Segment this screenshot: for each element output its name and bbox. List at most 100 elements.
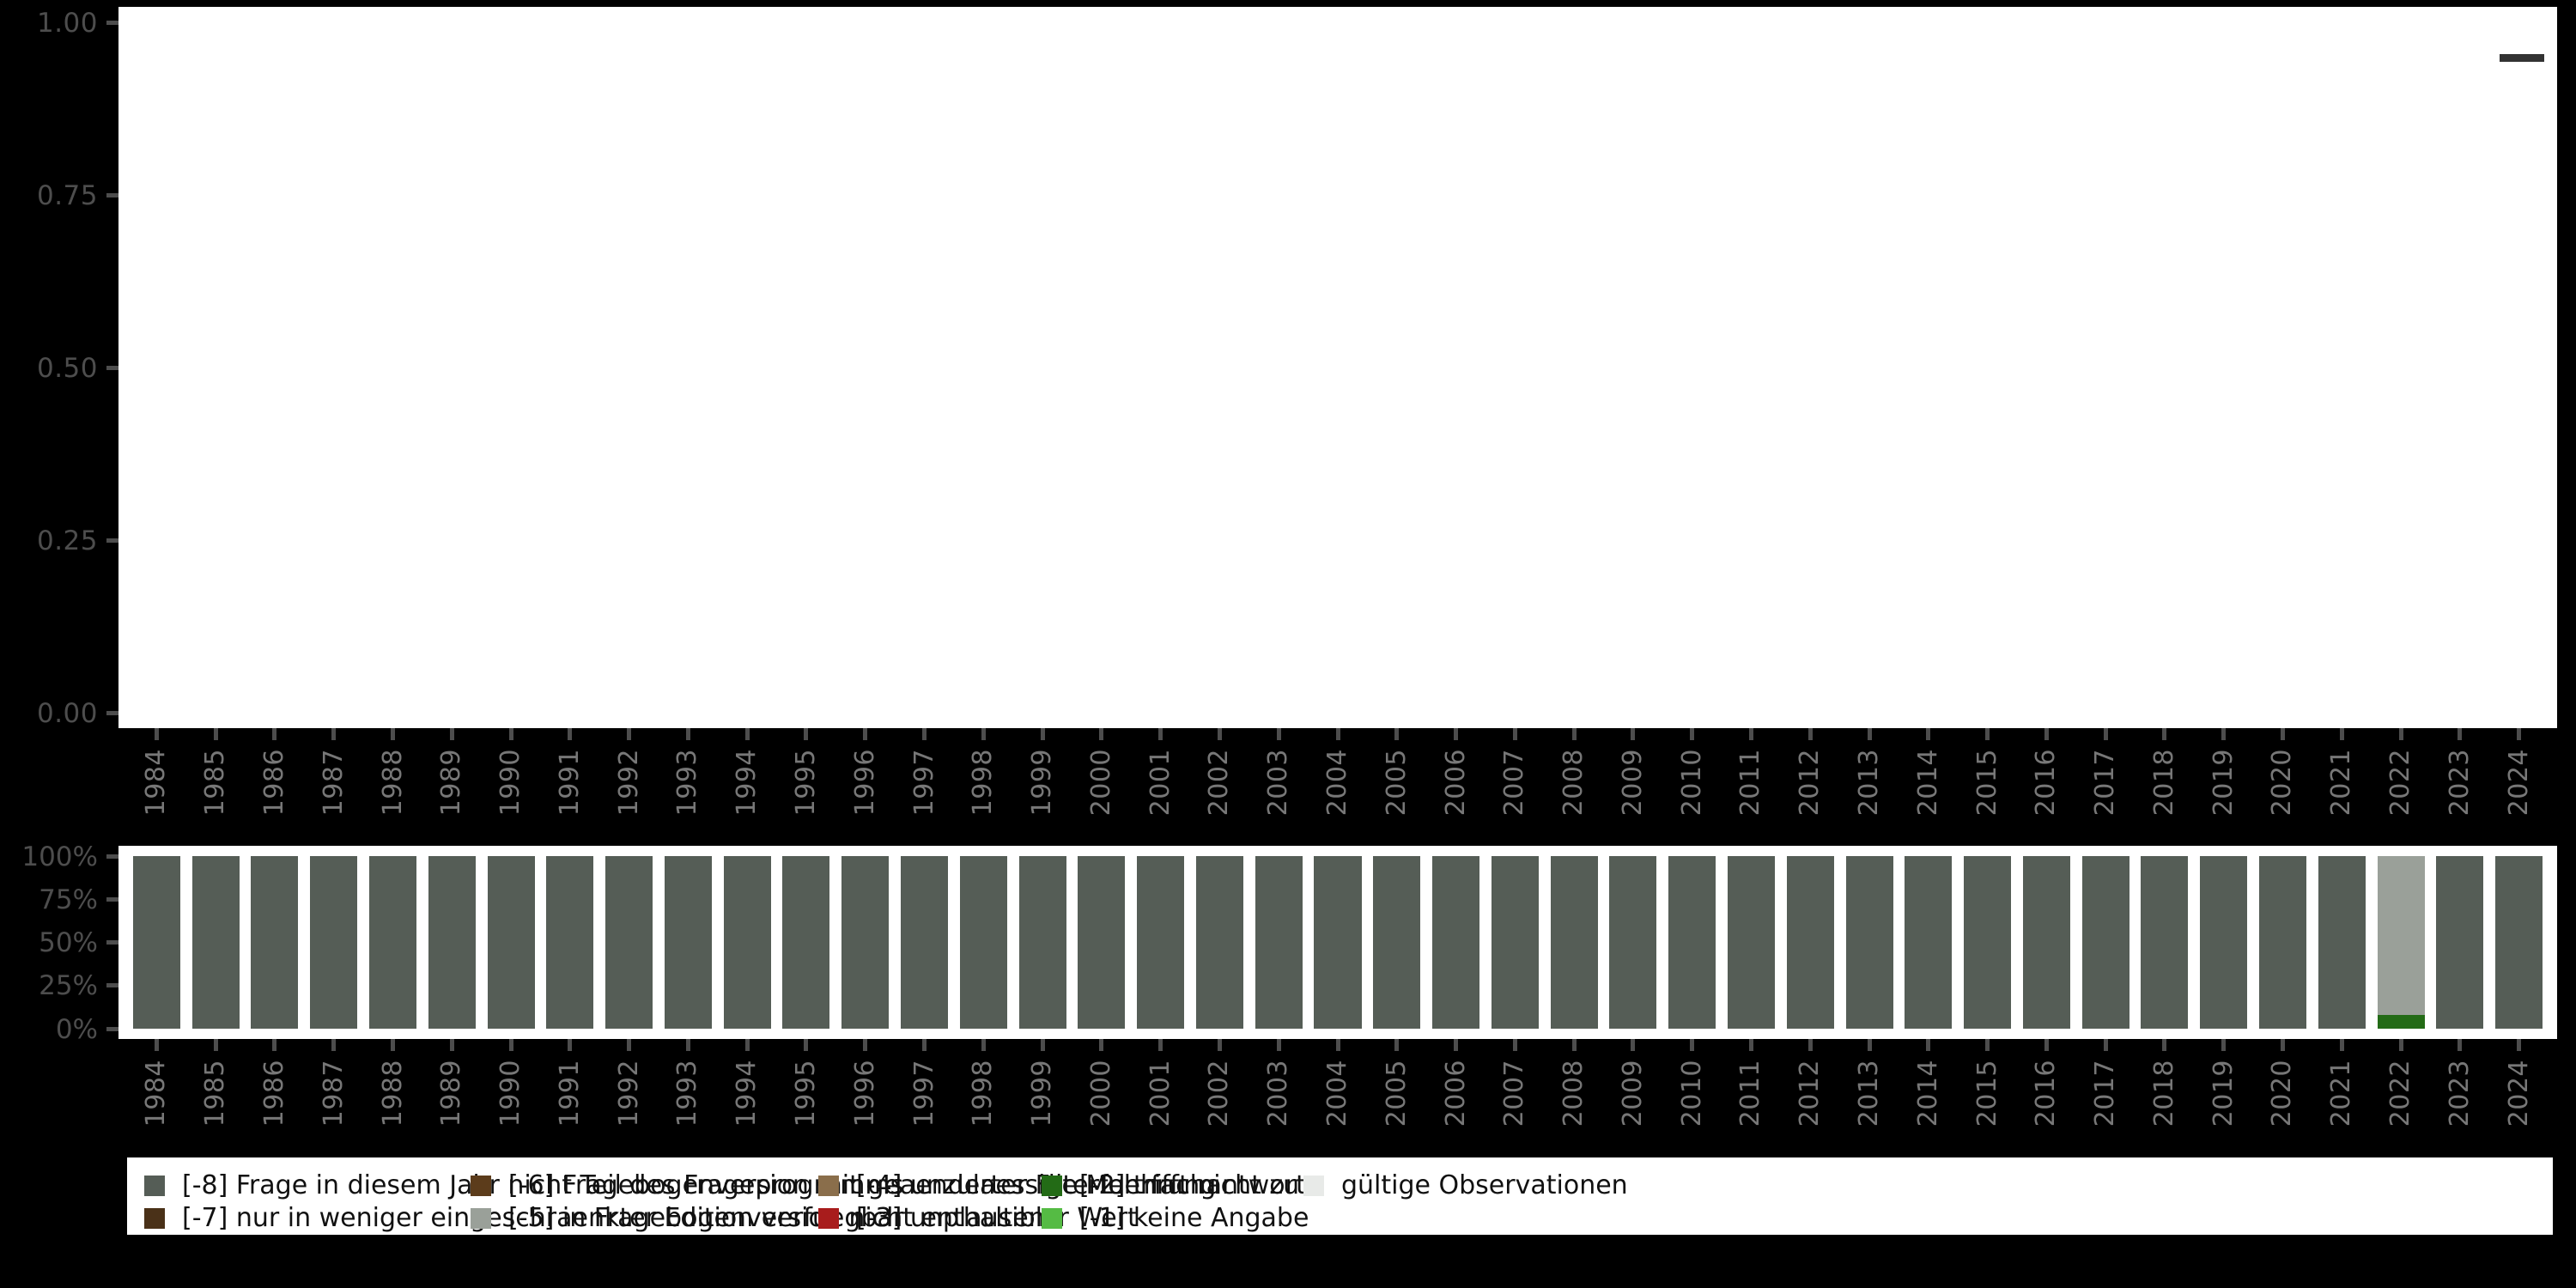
bar-segment xyxy=(782,856,830,1029)
upper-x-tick-label: 1992 xyxy=(613,749,644,817)
tick-mark xyxy=(2221,1039,2227,1051)
tick-mark xyxy=(2339,728,2344,740)
tick-mark xyxy=(1631,728,1636,740)
legend-item-label: [-8] Frage in diesem Jahr nicht Teil des… xyxy=(182,1170,904,1200)
bar-segment xyxy=(132,856,180,1029)
bar-column xyxy=(1195,856,1243,1029)
upper-x-tick-label: 2024 xyxy=(2503,749,2534,817)
bar-column xyxy=(2258,856,2306,1029)
legend-item[interactable]: [-8] Frage in diesem Jahr nicht Teil des… xyxy=(144,1173,903,1199)
upper-x-tick-label: 2012 xyxy=(1795,749,1826,817)
legend: [-8] Frage in diesem Jahr nicht Teil des… xyxy=(127,1157,2553,1235)
upper-x-tick-label: 2005 xyxy=(1381,749,1412,817)
legend-item[interactable]: [-5] in Fragebogenversion nicht enthalte… xyxy=(471,1206,1045,1231)
tick-mark xyxy=(1158,728,1163,740)
legend-item[interactable]: [-7] nur in weniger eingeschraenkter Edi… xyxy=(144,1206,903,1231)
bar-segment xyxy=(2200,856,2248,1029)
bar-column xyxy=(2377,856,2425,1029)
bar-segment xyxy=(1786,856,1834,1029)
upper-x-tick-label: 2010 xyxy=(1676,749,1707,817)
upper-x-tick-label: 1999 xyxy=(1027,749,1058,817)
tick-mark xyxy=(685,1039,690,1051)
tick-mark xyxy=(2044,728,2049,740)
upper-x-tick-label: 2013 xyxy=(1854,749,1885,817)
tick-mark xyxy=(2398,1039,2403,1051)
upper-x-tick-label: 2019 xyxy=(2208,749,2239,817)
bar-column xyxy=(2318,856,2366,1029)
lower-x-tick-label: 2002 xyxy=(1204,1060,1235,1127)
legend-item[interactable]: gültige Observationen xyxy=(1303,1173,1628,1199)
legend-item[interactable]: [-4] unzulaessige Mehrfachantwort xyxy=(818,1173,1306,1199)
tick-mark xyxy=(2339,1039,2344,1051)
tick-mark xyxy=(1512,1039,1517,1051)
tick-mark xyxy=(106,538,118,543)
legend-item[interactable]: [-2] trifft nicht zu xyxy=(1042,1173,1299,1199)
lower-y-tick-label: 100% xyxy=(21,841,98,872)
tick-mark xyxy=(627,728,632,740)
tick-mark xyxy=(106,896,118,902)
tick-mark xyxy=(272,728,277,740)
bar-column xyxy=(546,856,594,1029)
tick-mark xyxy=(1040,728,1045,740)
lower-x-tick-label: 2005 xyxy=(1381,1060,1412,1127)
legend-item[interactable]: [-6] Fragebogenversion mit geaenderter F… xyxy=(471,1173,1216,1199)
tick-mark xyxy=(213,728,218,740)
legend-key-marker xyxy=(2500,54,2544,62)
tick-mark xyxy=(685,728,690,740)
legend-item-label: gültige Observationen xyxy=(1341,1170,1628,1200)
legend-item[interactable]: [-1] keine Angabe xyxy=(1042,1206,1309,1231)
bar-segment xyxy=(1255,856,1303,1029)
bar-segment xyxy=(723,856,771,1029)
bar-column xyxy=(1137,856,1185,1029)
tick-mark xyxy=(2458,728,2463,740)
tick-mark xyxy=(508,1039,513,1051)
bar-column xyxy=(2495,856,2543,1029)
tick-mark xyxy=(1807,1039,1813,1051)
tick-mark xyxy=(1335,728,1340,740)
bar-segment xyxy=(841,856,890,1029)
upper-x-tick-label: 2016 xyxy=(2031,749,2062,817)
bar-segment xyxy=(2318,856,2366,1029)
bar-segment xyxy=(1314,856,1362,1029)
bar-segment xyxy=(2377,856,2425,1015)
upper-x-tick-label: 2002 xyxy=(1204,749,1235,817)
bar-segment xyxy=(1668,856,1716,1029)
upper-x-tick-label: 2009 xyxy=(1617,749,1648,817)
bar-segment xyxy=(1964,856,2012,1029)
bar-segment xyxy=(1195,856,1243,1029)
bar-segment xyxy=(1018,856,1066,1029)
legend-item[interactable]: [-3] unplausibler Wert xyxy=(818,1206,1138,1231)
lower-x-tick-label: 1993 xyxy=(672,1060,703,1127)
bar-segment xyxy=(369,856,417,1029)
upper-x-tick-label: 2021 xyxy=(2326,749,2357,817)
lower-x-tick-label: 1987 xyxy=(318,1060,349,1127)
lower-x-axis: 1984 1985 1986 1987 1988 1989 1990 1991 1992 1993… xyxy=(118,1039,2557,1151)
lower-x-tick-label: 1999 xyxy=(1027,1060,1058,1127)
bar-column xyxy=(1314,856,1362,1029)
bar-column xyxy=(723,856,771,1029)
tick-mark xyxy=(1926,728,1931,740)
lower-x-tick-label: 2000 xyxy=(1085,1060,1116,1127)
tick-mark xyxy=(863,728,868,740)
bar-column xyxy=(1255,856,1303,1029)
lower-x-tick-label: 2007 xyxy=(1499,1060,1530,1127)
upper-x-tick-label: 2008 xyxy=(1558,749,1589,817)
tick-mark xyxy=(1394,728,1400,740)
lower-x-tick-label: 2012 xyxy=(1795,1060,1826,1127)
upper-y-axis: 1.00 0.75 0.50 0.25 0.00 xyxy=(0,7,118,728)
lower-x-tick-label: 2017 xyxy=(2090,1060,2121,1127)
tick-mark xyxy=(106,1026,118,1031)
tick-mark xyxy=(2458,1039,2463,1051)
bar-column xyxy=(369,856,417,1029)
tick-mark xyxy=(1276,1039,1281,1051)
lower-y-axis: 100% 75% 50% 25% 0% xyxy=(0,841,118,1042)
tick-mark xyxy=(391,728,395,740)
bar-segment xyxy=(1727,856,1775,1029)
tick-mark xyxy=(1867,1039,1872,1051)
upper-x-tick-label: 2015 xyxy=(1971,749,2002,817)
lower-x-tick-label: 2009 xyxy=(1617,1060,1648,1127)
lower-x-tick-label: 2020 xyxy=(2267,1060,2298,1127)
bar-column xyxy=(1432,856,1480,1029)
upper-x-tick-label: 1993 xyxy=(672,749,703,817)
bar-column xyxy=(428,856,476,1029)
